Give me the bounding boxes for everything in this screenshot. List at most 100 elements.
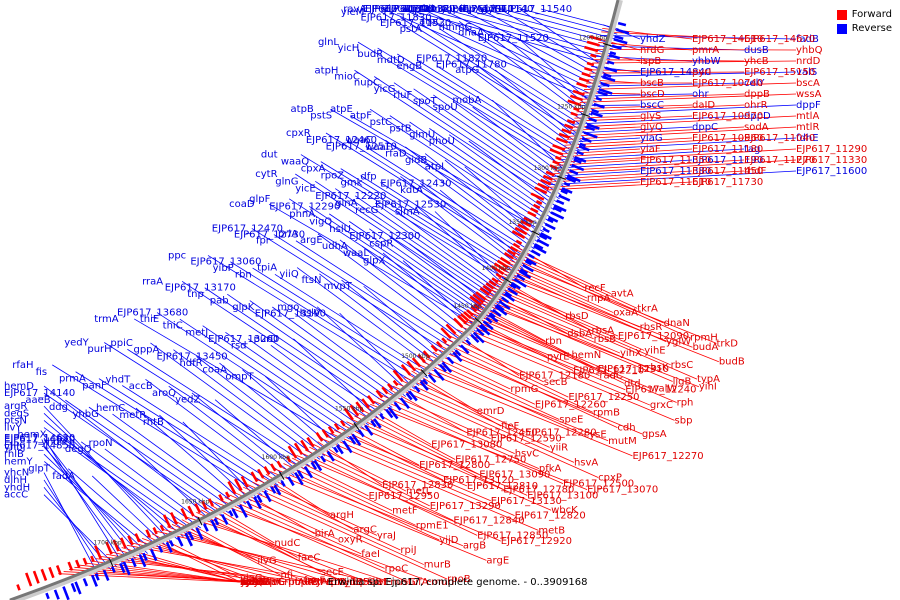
forward-gene-label: wbcK — [551, 505, 578, 516]
tick-label: 1250 kbp — [557, 104, 585, 111]
reverse-gene-label: hdfR — [179, 358, 202, 369]
reverse-gene-label: fadA — [52, 471, 75, 482]
right-gene-label: sodA — [744, 122, 769, 133]
reverse-feature — [246, 500, 253, 510]
forward-feature — [306, 436, 315, 448]
forward-gene-label: rpmE1 — [416, 520, 449, 531]
reverse-feature — [399, 397, 410, 410]
forward-leader — [63, 571, 267, 583]
forward-feature — [194, 503, 202, 514]
reverse-gene-label: cpxA — [301, 164, 326, 175]
reverse-feature — [602, 75, 616, 83]
forward-leader — [498, 277, 566, 317]
forward-feature — [576, 82, 588, 88]
reverse-feature — [385, 408, 394, 419]
reverse-gene-label: yhbG — [72, 409, 98, 420]
reverse-gene-label: ptsN — [4, 415, 27, 426]
forward-feature — [422, 350, 431, 359]
reverse-feature — [586, 123, 600, 130]
forward-feature — [445, 323, 457, 335]
forward-leader — [95, 558, 311, 583]
forward-leader — [309, 446, 430, 507]
forward-gene-label: tufA — [408, 577, 429, 588]
right-leader — [600, 35, 797, 40]
reverse-feature — [542, 227, 550, 234]
reverse-feature — [571, 163, 585, 172]
right-gene-label: EJP617_11350 — [640, 155, 711, 166]
forward-feature — [381, 386, 389, 395]
forward-leader — [136, 540, 285, 583]
forward-leader — [304, 449, 454, 521]
forward-feature — [485, 282, 495, 290]
reverse-feature — [94, 573, 100, 581]
reverse-feature — [294, 472, 304, 486]
forward-leader — [496, 279, 592, 331]
right-gene-label: dppD — [744, 111, 771, 122]
right-gene-label: glyQ — [640, 122, 663, 133]
forward-gene-label: argE — [486, 555, 509, 566]
reverse-leader — [202, 325, 360, 433]
reverse-feature — [569, 169, 579, 175]
forward-feature — [263, 466, 271, 476]
reverse-feature — [465, 339, 472, 346]
reverse-feature — [576, 150, 584, 156]
forward-feature — [159, 524, 165, 532]
reverse-leader — [400, 176, 524, 269]
reverse-feature — [253, 496, 262, 509]
forward-gene-label: yjaH — [240, 577, 262, 588]
forward-leader — [186, 516, 391, 583]
right-gene-label: bscD — [640, 89, 665, 100]
forward-leader — [219, 499, 409, 583]
forward-gene-label: ilvD — [240, 577, 259, 588]
reverse-feature — [510, 283, 517, 290]
reverse-leader — [159, 414, 252, 502]
forward-feature — [512, 242, 521, 249]
tick-mark — [557, 175, 566, 181]
forward-feature — [321, 429, 329, 438]
reverse-feature — [573, 158, 582, 164]
forward-leader — [330, 432, 491, 502]
forward-leader — [432, 351, 511, 390]
reverse-gene-label: argE — [300, 235, 323, 246]
reverse-feature — [419, 380, 429, 391]
reverse-feature — [433, 368, 445, 382]
reverse-leader — [315, 180, 500, 305]
forward-feature — [589, 35, 602, 42]
forward-leader — [517, 246, 585, 289]
forward-gene-label: radC — [599, 370, 623, 381]
reverse-gene-label: dlhH — [4, 475, 27, 486]
forward-gene-label: EJP617_12260 — [535, 399, 606, 410]
forward-gene-label: metB — [538, 525, 565, 536]
reverse-gene-label: ddg — [49, 402, 68, 413]
reverse-feature — [176, 536, 184, 547]
forward-feature — [491, 277, 499, 284]
forward-gene-label: rpoB — [447, 574, 471, 585]
reverse-gene-label: EJP617_13450 — [156, 351, 227, 362]
reverse-gene-label: hemX — [17, 430, 46, 441]
reverse-feature — [446, 356, 455, 365]
reverse-leader — [214, 399, 300, 473]
forward-leader — [362, 409, 456, 460]
reverse-gene-label: hslV — [300, 308, 321, 319]
right-gene-label: yhcB — [744, 56, 769, 67]
reverse-leader — [43, 420, 184, 537]
forward-leader — [196, 511, 345, 583]
reverse-leader — [354, 69, 559, 203]
forward-gene-label: rpmG — [510, 384, 538, 395]
forward-leader — [381, 394, 515, 454]
reverse-gene-label: gppA — [133, 345, 159, 356]
tick-mark — [474, 317, 483, 325]
forward-feature — [555, 155, 562, 161]
reverse-feature — [130, 557, 137, 568]
right-gene-label: EJP617_11040 — [744, 133, 815, 144]
reverse-leader — [196, 356, 326, 457]
forward-feature — [94, 545, 102, 560]
reverse-feature — [303, 465, 314, 479]
forward-feature — [567, 99, 582, 107]
reverse-gene-label: waaC — [346, 135, 373, 146]
reverse-leader — [296, 267, 437, 371]
reverse-gene-label: rfaH — [12, 360, 33, 371]
reverse-leader — [335, 188, 502, 302]
reverse-gene-label: engB — [396, 61, 422, 72]
forward-leader — [191, 514, 368, 583]
